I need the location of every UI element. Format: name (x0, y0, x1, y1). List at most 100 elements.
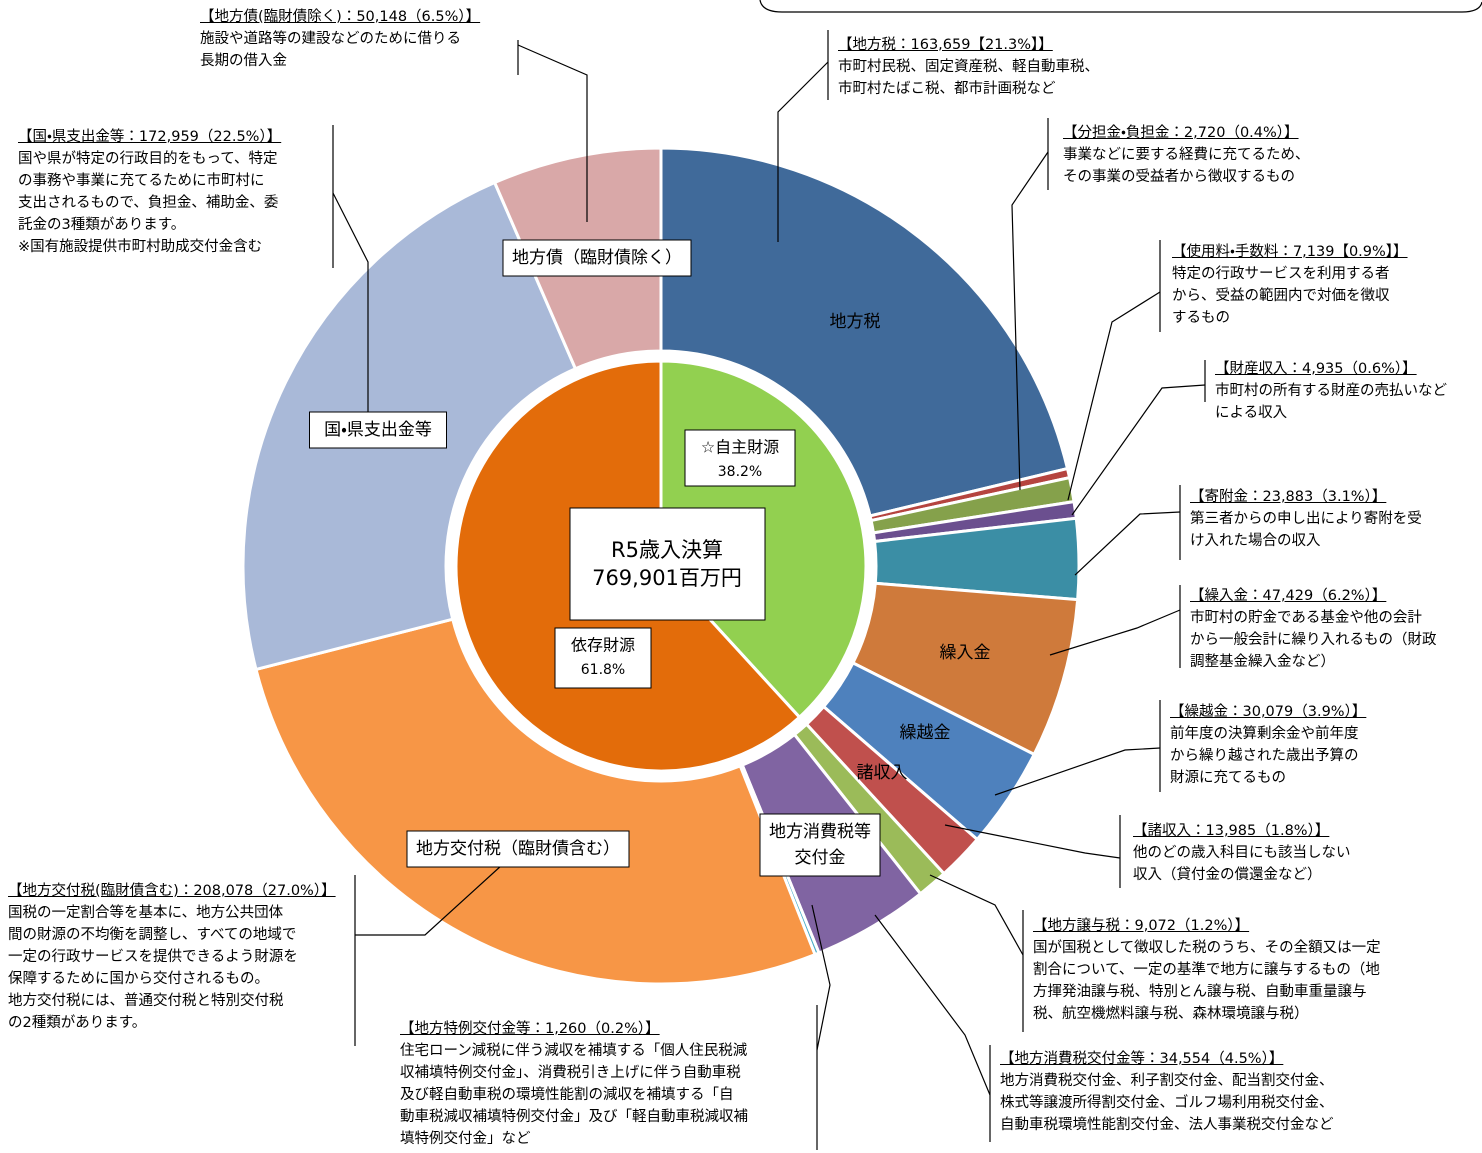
label-box (406, 830, 630, 868)
outer-segment (254, 617, 817, 986)
segment-label: 国・県支出金等 (324, 420, 432, 440)
annotation-line: 収補填特例交付金」、消費税引き上げに伴う自動車税 (400, 1065, 741, 1081)
annotation-line: の2種類があります。 (8, 1015, 147, 1031)
annotation-line: 施設や道路等の建設などのために借りる (200, 31, 461, 47)
annotation-line: 割合について、一定の基準で地方に譲与するもの（地 (1033, 962, 1380, 978)
segment-label: 繰入金 (940, 643, 991, 663)
leader-line (1074, 511, 1181, 576)
annotation-line: 地方交付税には、普通交付税と特別交付税 (8, 993, 284, 1009)
leader-line (811, 904, 831, 1051)
inner-label: 依存財源 (571, 636, 635, 655)
label-box (502, 239, 692, 277)
annotation: 【分担金・負担金：2,720（0.4%）】 事業などに要する経費に充てるため、 その… (1063, 122, 1310, 188)
annotation-heading: 【地方譲与税：9,072（1.2%）】 (1033, 918, 1250, 934)
annotation-line: 市町村の所有する財産の売払いなど (1215, 383, 1447, 399)
leader-line (517, 44, 588, 222)
annotation-line: 税、航空機燃料譲与税、森林環境譲与税） (1033, 1006, 1309, 1022)
annotation-line: から一般会計に繰り入れるもの（財政 (1190, 632, 1437, 648)
annotation-line: 一定の行政サービスを提供できるよう財源を (8, 949, 298, 965)
annotation-heading: 【財産収入：4,935（0.6%）】 (1215, 361, 1417, 377)
segment-label: 交付金 (795, 848, 846, 868)
annotation-heading: 【地方特例交付金等：1,260（0.2%）】 (400, 1021, 660, 1037)
annotation: 【国・県支出金等：172,959（22.5%）】 国や県が特定の行政目的をもって、… (18, 126, 281, 258)
inner-label: ☆自主財源 (701, 438, 779, 457)
leader-line (1049, 609, 1181, 656)
annotation-line: 調整基金繰入金など） (1190, 654, 1335, 670)
annotation-heading: 【分担金・負担金：2,720（0.4%）】 (1063, 125, 1299, 141)
annotation-line: 支出されるもので、負担金、補助金、委 (18, 195, 279, 211)
inner-value-label: 61.8% (581, 662, 625, 678)
annotation: 【財産収入：4,935（0.6%）】市町村の所有する財産の売払いなど による収入 (1215, 358, 1447, 424)
annotation: 【地方譲与税：9,072（1.2%）】 国が国税として徴収した税のうち、その全額又… (1033, 915, 1381, 1025)
leader-line (355, 864, 503, 936)
annotation-line: 国税の一定割合等を基本に、地方公共団体 (8, 905, 284, 921)
annotation-line: 間の財源の不均衡を調整し、すべての地域で (8, 927, 297, 943)
annotation-line: 市町村の貯金である基金や他の会計 (1190, 610, 1422, 626)
center-label: R5歳入決算 (611, 538, 723, 562)
annotation-line: から繰り越された歳出予算の (1170, 748, 1359, 764)
outer-segment (659, 146, 1070, 518)
leader-line (1067, 291, 1161, 501)
annotation-heading: 【地方債(臨財債除く)：50,148（6.5%）】 (200, 9, 481, 25)
annotation-line: 事業などに要する経費に充てるため、 (1063, 147, 1310, 163)
annotation-line: 財源に充てるもの (1170, 770, 1286, 786)
label-box (309, 411, 447, 449)
annotation-line: 保障するために国から交付されるもの。 (8, 971, 269, 987)
annotation-line: の事務や事業に充てるために市町村に (18, 173, 265, 189)
annotation: 【寄附金：23,883（3.1%）】第三者からの申し出により寄附を受 け入れた場合… (1190, 486, 1422, 552)
annotation-line: 長期の借入金 (200, 53, 287, 69)
leader-line (332, 192, 369, 420)
annotation-line: 市町村民税、固定資産税、軽自動車税、 (838, 59, 1099, 75)
leader-line (874, 914, 991, 1096)
segment-label: 繰越金 (900, 723, 951, 743)
annotation-line: 託金の3種類があります。 (18, 217, 186, 233)
annotation-line: 収入（貸付金の償還金など） (1133, 867, 1322, 883)
annotation-heading: 【地方交付税(臨財債含む)：208,078（27.0%）】 (8, 883, 336, 899)
annotation-line: 第三者からの申し出により寄附を受 (1190, 511, 1422, 527)
segment-label: 諸収入 (857, 763, 908, 783)
center-label: 769,901百万円 (592, 566, 742, 590)
annotation-line: 方揮発油譲与税、特別とん譲与税、自動車重量譲与 (1033, 984, 1367, 1000)
annotation: 【地方消費税交付金等：34,554（4.5%）】 地方消費税交付金、利子割交付金、… (1000, 1048, 1334, 1136)
annotation-line: 市町村たばこ税、都市計画税など (838, 81, 1056, 97)
annotation-heading: 【繰入金：47,429（6.2%）】 (1190, 588, 1387, 604)
annotation-line: するもの (1172, 310, 1230, 326)
annotation-line: 国や県が特定の行政目的をもって、特定 (18, 151, 278, 167)
leader-line (994, 747, 1161, 796)
annotation-line: 地方消費税交付金、利子割交付金、配当割交付金、 (1000, 1073, 1334, 1089)
segment-label: 地方債（臨財債除く） (512, 248, 682, 268)
annotation: 【繰入金：47,429（6.2%）】市町村の貯金である基金や他の会計 から一般会計… (1190, 585, 1437, 673)
annotation-line: け入れた場合の収入 (1190, 533, 1321, 549)
leader-line (944, 824, 1121, 859)
annotation-heading: 【繰越金：30,079（3.9%）】 (1170, 704, 1367, 720)
leader-line (1011, 151, 1049, 491)
frame-edge (759, 0, 1482, 13)
segment-label: 地方消費税等 (769, 822, 871, 842)
annotation-heading: 【国・県支出金等：172,959（22.5%）】 (18, 129, 282, 145)
annotation-line: 株式等譲渡所得割交付金、ゴルフ場利用税交付金、 (1000, 1095, 1334, 1111)
annotation-line: 自動車税環境性能割交付金、法人事業税交付金など (1000, 1117, 1334, 1133)
annotation: 【地方特例交付金等：1,260（0.2%）】住宅ローン減税に伴う減収を補填する「… (400, 1018, 748, 1150)
label-box (759, 813, 881, 877)
annotation-line: 特定の行政サービスを利用する者 (1172, 266, 1390, 282)
annotation-heading: 【寄附金：23,883（3.1%）】 (1190, 489, 1387, 505)
segment-label: 地方税 (830, 312, 881, 332)
annotation-line: 填特例交付金」など (400, 1131, 531, 1147)
annotation-heading: 【諸収入：13,985（1.8%）】 (1133, 823, 1330, 839)
leader-lines (332, 30, 1206, 1150)
annotation: 【地方債(臨財債除く)：50,148（6.5%）】 施設や道路等の建設などのために… (200, 6, 480, 72)
annotation-line: 動車税減収補填特例交付金」及び「軽自動車税減収補 (400, 1109, 748, 1125)
annotation-line: 他のどの歳入科目にも該当しない (1133, 845, 1351, 861)
annotation-line: 住宅ローン減税に伴う減収を補填する「個人住民税減 (400, 1043, 748, 1059)
annotation-line: による収入 (1215, 405, 1288, 421)
annotation-line: から、受益の範囲内で対価を徴収 (1172, 288, 1390, 304)
leader-line (929, 874, 1024, 956)
label-box (554, 627, 652, 689)
label-box (569, 507, 766, 621)
annotation-line: 前年度の決算剰余金や前年度 (1170, 726, 1359, 742)
leader-line (1071, 384, 1206, 516)
annotation-line: ※国有施設提供市町村助成交付金含む (18, 239, 263, 255)
leader-line (777, 61, 829, 242)
